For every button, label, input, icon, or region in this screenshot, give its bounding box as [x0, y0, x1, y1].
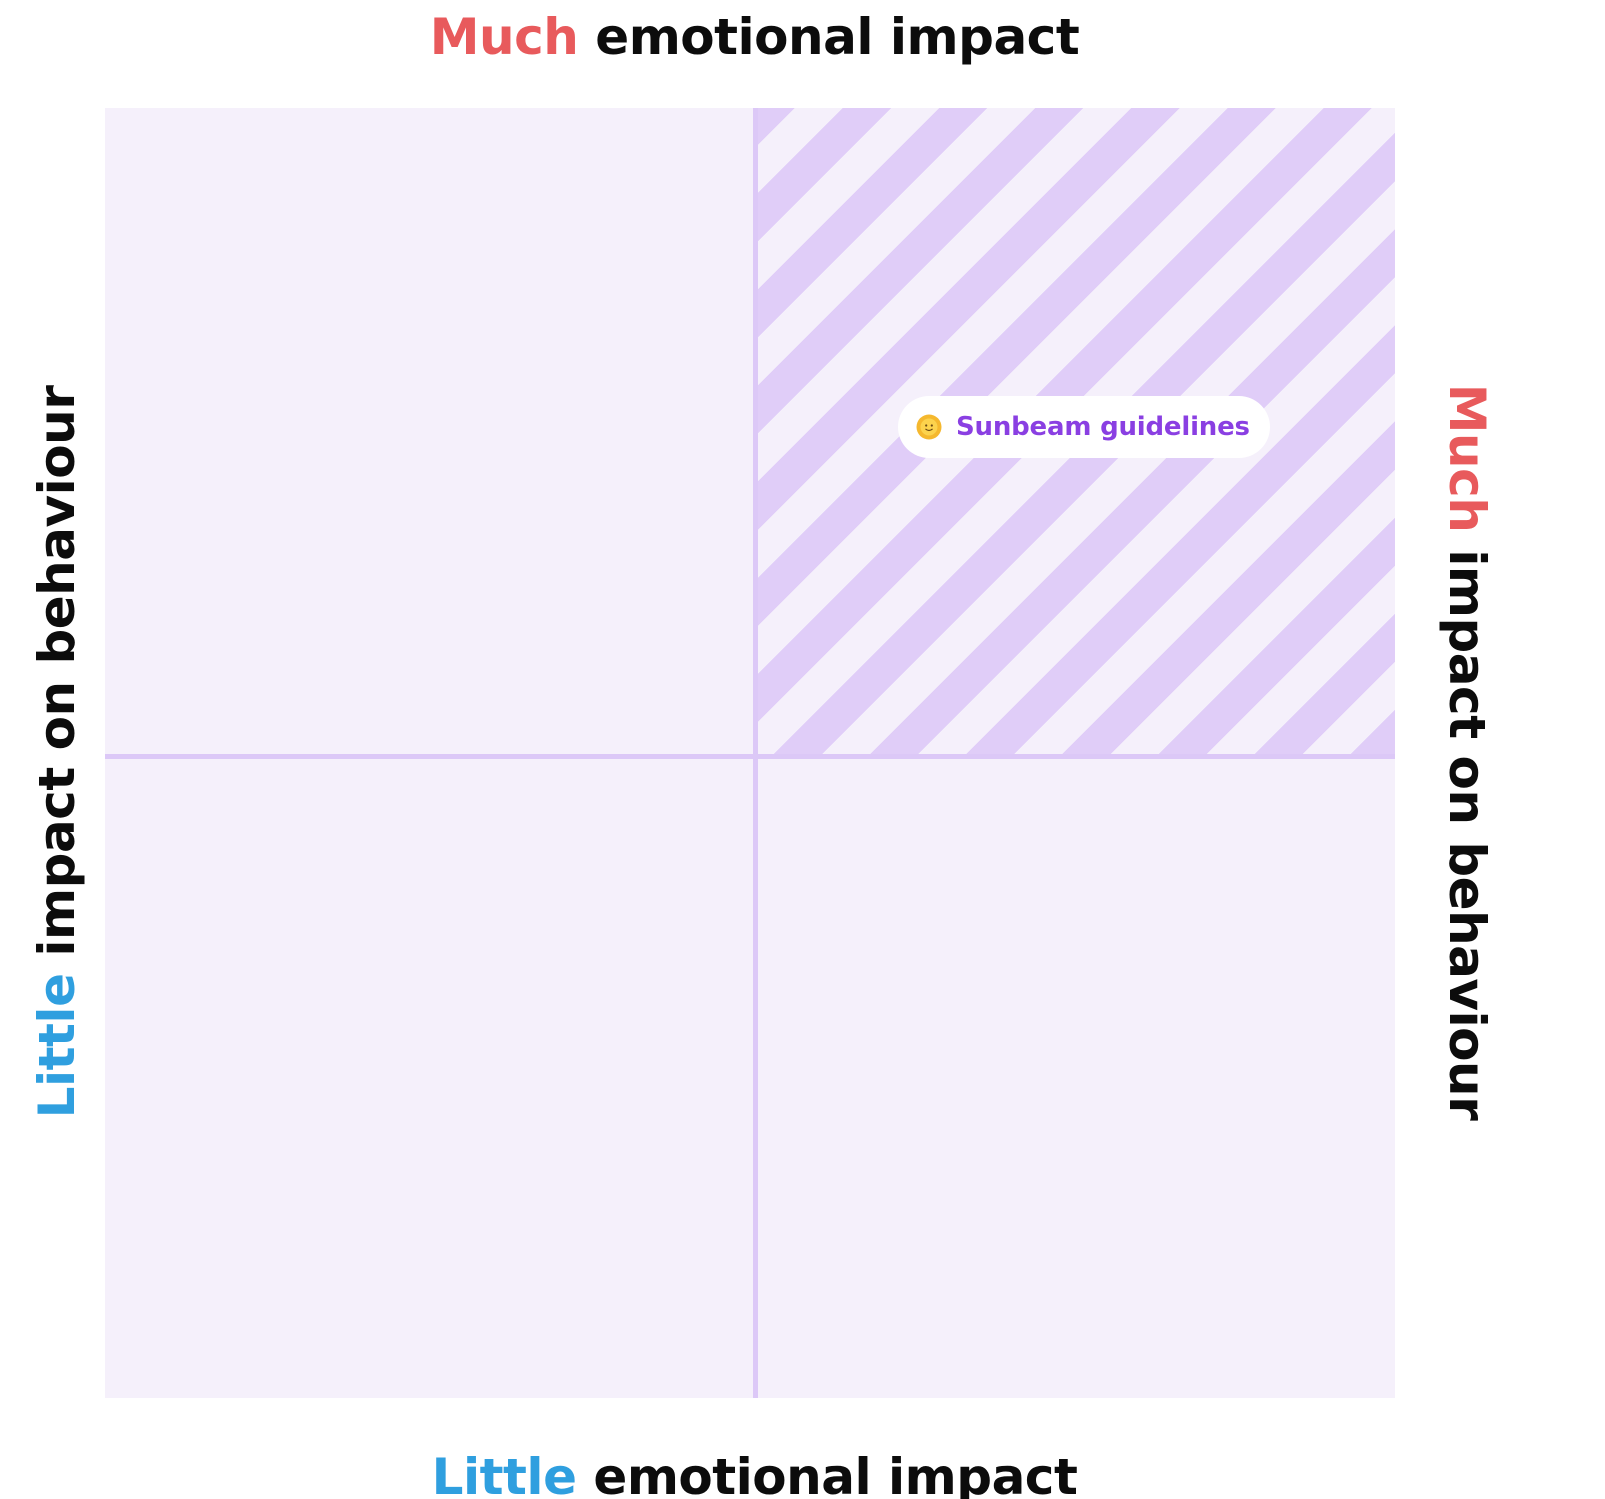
left-axis-emphasis: Little	[28, 973, 86, 1119]
top-axis-emphasis: Much	[429, 8, 579, 66]
right-axis-text: impact on behaviour	[1438, 549, 1496, 1121]
right-axis-emphasis: Much	[1438, 383, 1496, 533]
horizontal-divider	[105, 754, 1395, 759]
top-axis-label: Much emotional impact	[0, 12, 1509, 62]
right-axis-label: Much impact on behaviour	[1438, 384, 1496, 1120]
top-axis-text: emotional impact	[595, 8, 1080, 66]
vertical-divider	[753, 108, 758, 1398]
sun-with-face-icon	[916, 414, 942, 440]
item-label: Sunbeam guidelines	[956, 412, 1250, 442]
quadrant-matrix: Sunbeam guidelines	[105, 108, 1395, 1398]
left-axis-label: Little impact on behaviour	[28, 386, 86, 1119]
bottom-axis-text: emotional impact	[593, 1448, 1078, 1499]
bottom-axis-emphasis: Little	[431, 1448, 577, 1499]
item-chip[interactable]: Sunbeam guidelines	[898, 396, 1270, 458]
left-axis-text: impact on behaviour	[28, 385, 86, 957]
bottom-axis-label: Little emotional impact	[0, 1452, 1509, 1499]
